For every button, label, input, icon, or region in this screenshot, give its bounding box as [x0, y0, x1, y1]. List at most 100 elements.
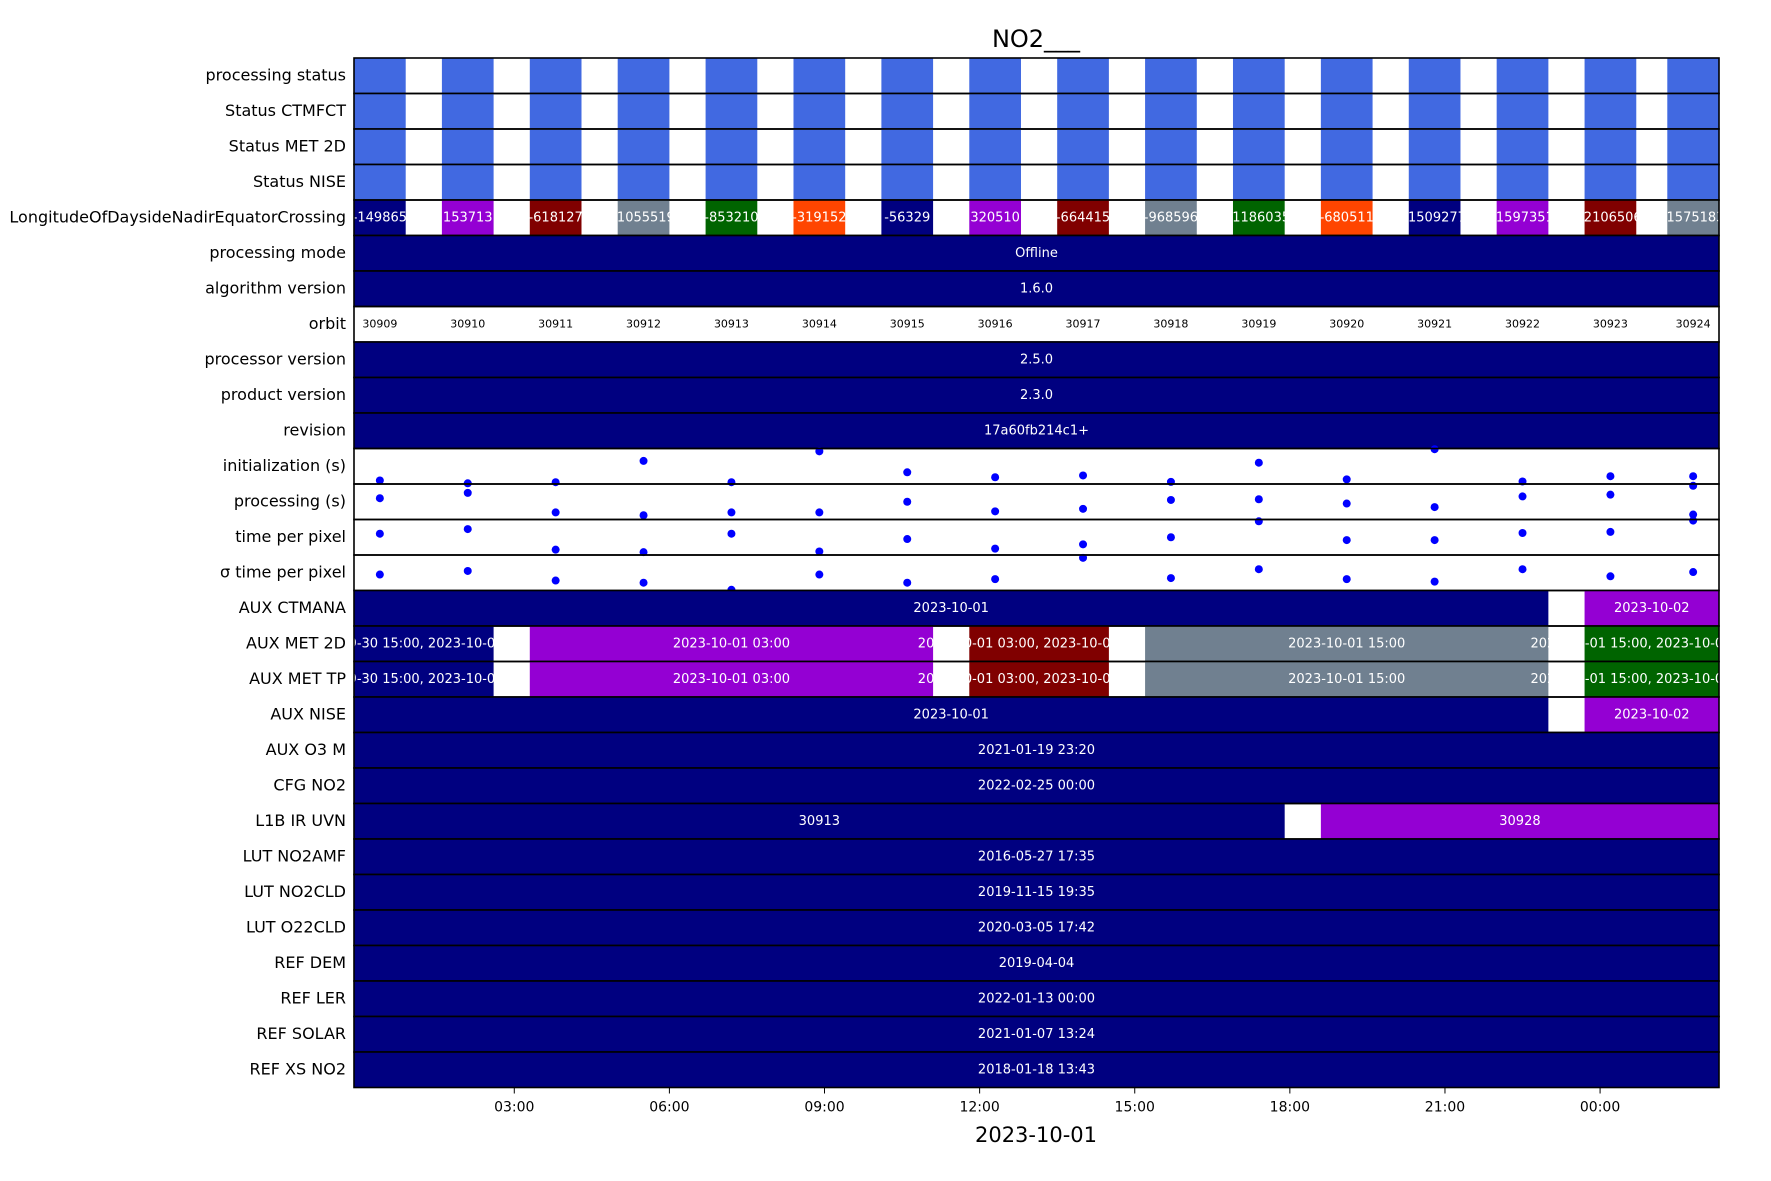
segment-label: 2019-11-15 19:35 [978, 885, 1095, 900]
data-point [1689, 510, 1698, 519]
segment-bar [529, 626, 934, 662]
status-bar [617, 129, 670, 165]
x-tick-label: 21:00 [1425, 1100, 1465, 1116]
segment-bar [969, 626, 1109, 662]
longitude-bar [1232, 200, 1285, 236]
longitude-value: 153713 [443, 210, 493, 225]
status-bar [1057, 129, 1109, 165]
segment-label: 2020-03-05 17:42 [978, 920, 1095, 935]
data-point [1079, 553, 1088, 562]
orbit-number: 30912 [626, 317, 661, 330]
segment-label: 2023-09-30 15:00, 2023-10-01 03:00 [303, 636, 546, 651]
status-bar [705, 58, 758, 94]
data-point [903, 578, 912, 587]
data-point [1430, 536, 1439, 545]
segment-bar [354, 1052, 1719, 1088]
longitude-value: -1575183 [1662, 210, 1725, 225]
orbit-number: 30923 [1593, 317, 1628, 330]
row-label: REF LER [280, 988, 346, 1007]
status-bar [617, 93, 670, 129]
status-bar [1584, 58, 1637, 94]
data-point [375, 494, 384, 503]
row-label: AUX MET TP [249, 669, 346, 688]
segment-label: 2023-09-30 15:00, 2023-10-01 03:00 [303, 672, 546, 687]
row-frame [353, 554, 1720, 592]
data-point [815, 508, 824, 517]
data-point [991, 544, 1000, 553]
status-bar [1496, 58, 1549, 94]
row-label: L1B IR UVN [255, 811, 346, 830]
row-frame [353, 1051, 1720, 1089]
row-label: processor version [204, 349, 346, 368]
status-bar [1408, 129, 1461, 165]
status-bar [1667, 129, 1719, 165]
segment-bar [354, 768, 1719, 804]
status-bar [1584, 164, 1637, 200]
status-bar [354, 164, 406, 200]
data-point [375, 570, 384, 579]
segment-bar [354, 981, 1719, 1017]
status-bar [1496, 164, 1549, 200]
data-point [1518, 565, 1527, 574]
longitude-value: -1509277 [1403, 210, 1466, 225]
status-bar [1408, 93, 1461, 129]
status-bar [529, 164, 582, 200]
data-point [1254, 495, 1263, 504]
row-label: AUX CTMANA [239, 598, 346, 617]
orbit-number: 30918 [1153, 317, 1188, 330]
segment-bar [354, 626, 494, 662]
status-bar [1145, 58, 1197, 94]
data-point [1166, 533, 1175, 542]
longitude-value: -56329 [884, 210, 930, 225]
status-bar [793, 58, 846, 94]
status-bar [969, 58, 1021, 94]
segment-bar [354, 1016, 1719, 1052]
data-point [727, 478, 736, 487]
segment-label: 2023-10-01 03:00 [673, 672, 790, 687]
segment-label: 2.3.0 [1020, 388, 1053, 403]
status-bar [1232, 129, 1285, 165]
longitude-bar [441, 200, 494, 236]
segment-label: 2023-10-01 03:00 [673, 636, 790, 651]
status-bar [354, 93, 406, 129]
status-bar [1320, 129, 1373, 165]
status-bar [1584, 129, 1637, 165]
row-label: time per pixel [235, 527, 346, 546]
segment-bar [354, 945, 1719, 981]
segment-bar [354, 732, 1719, 768]
status-bar [617, 164, 670, 200]
longitude-value: -664415 [1056, 210, 1110, 225]
data-point [639, 456, 648, 465]
data-point [815, 447, 824, 456]
longitude-bar [1408, 200, 1461, 236]
longitude-value: -680511 [1320, 210, 1374, 225]
data-point [639, 511, 648, 520]
data-point [1518, 528, 1527, 537]
x-tick-label: 18:00 [1270, 1100, 1310, 1116]
row-label: processing status [206, 65, 346, 84]
row-label: REF XS NO2 [250, 1059, 346, 1078]
row-label: AUX NISE [270, 704, 346, 723]
x-tick-label: 09:00 [804, 1100, 844, 1116]
longitude-value: -319152 [792, 210, 846, 225]
segment-label: 2023-10-01 03:00, 2023-10-01 15:00 [918, 672, 1161, 687]
orbit-number: 30920 [1329, 317, 1364, 330]
status-bar [1496, 129, 1549, 165]
segment-bar [354, 910, 1719, 946]
data-point [1079, 471, 1088, 480]
data-point [1430, 577, 1439, 586]
status-bar [1667, 93, 1719, 129]
longitude-bar [354, 200, 406, 236]
orbit-number: 30913 [714, 317, 749, 330]
data-point [639, 578, 648, 587]
status-bar [441, 129, 494, 165]
segment-bar [1584, 697, 1719, 733]
data-point [815, 570, 824, 579]
status-bar [354, 129, 406, 165]
segment-label: 30928 [1499, 814, 1540, 829]
row-label: LUT NO2AMF [243, 846, 346, 865]
data-point [463, 566, 472, 575]
row-label: processing (s) [234, 491, 346, 510]
row-label: CFG NO2 [273, 775, 346, 794]
